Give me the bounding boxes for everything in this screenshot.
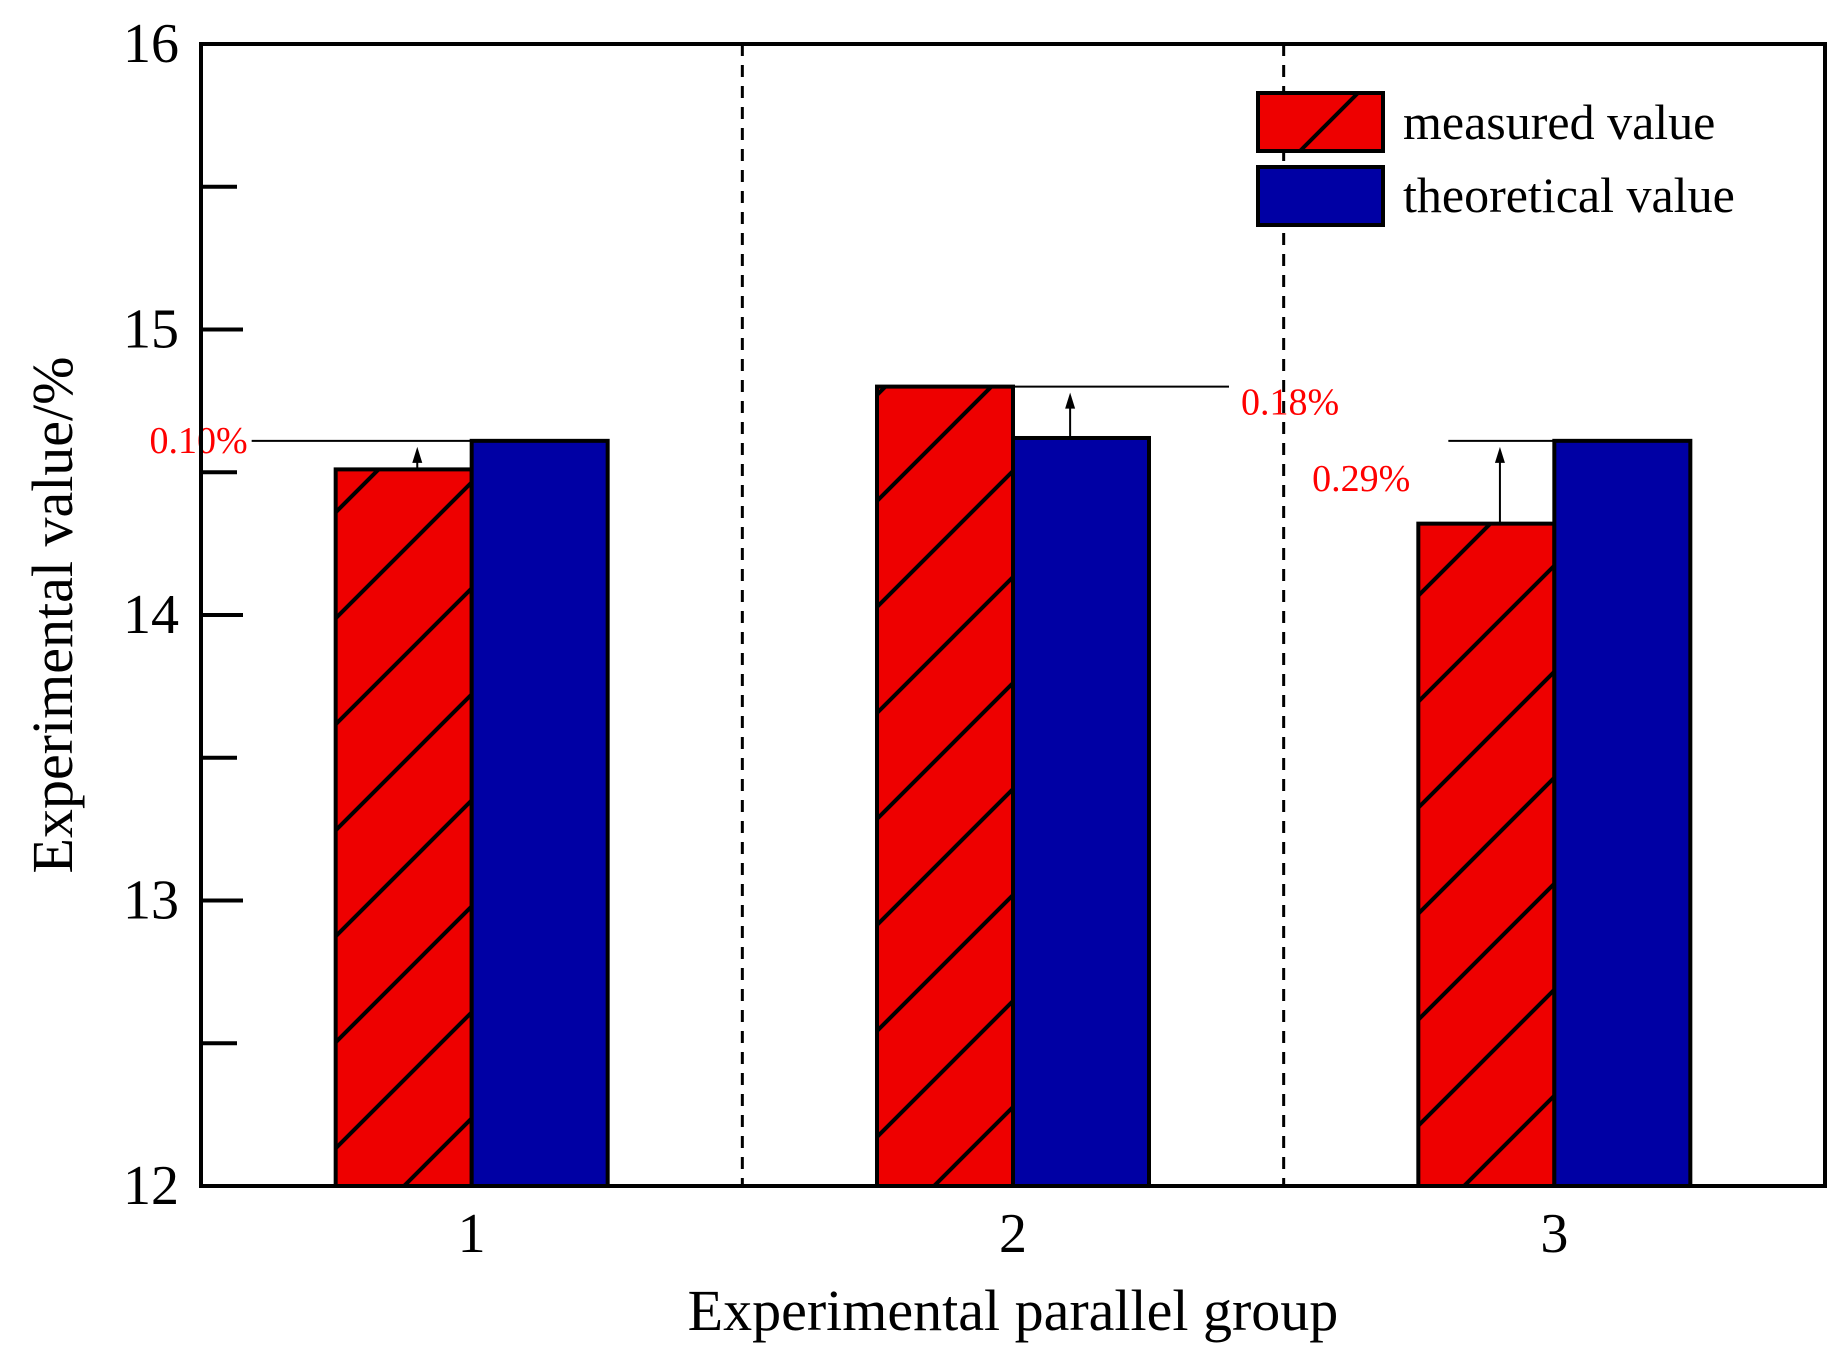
legend-swatch-theoretical [1256, 165, 1385, 227]
group-separators [740, 44, 1286, 1186]
y-axis: 12 13 14 15 16 [123, 13, 243, 1217]
y-axis-title: Experimental value/% [20, 357, 85, 874]
legend-label-theoretical: theoretical value [1403, 167, 1735, 223]
y-tick-label: 12 [123, 1155, 179, 1217]
bar-measured-hatch-3 [1416, 521, 1557, 1188]
y-tick-label: 16 [123, 13, 179, 75]
legend-swatch-measured-hatch [1298, 91, 1360, 153]
bar-measured-hatch-2 [875, 384, 1015, 1189]
bar-theoretical-3 [1552, 438, 1693, 1189]
diff-arrow-head-3 [1494, 446, 1505, 463]
x-tick-label: 3 [1540, 1203, 1568, 1265]
x-axis-title: Experimental parallel group [688, 1278, 1339, 1343]
y-tick-label: 14 [123, 584, 179, 646]
diff-label-1: 0.10% [150, 420, 248, 462]
diff-label-3: 0.29% [1312, 458, 1410, 500]
legend: measured value theoretical value [1256, 91, 1735, 227]
legend-swatch-measured [1256, 91, 1385, 153]
diff-arrow-head-2 [1065, 392, 1076, 409]
bar-measured-hatch-1 [333, 467, 474, 1188]
difference-annotations: 0.10% 0.18% 0.29% [150, 382, 1555, 524]
x-tick-label: 2 [999, 1203, 1027, 1265]
legend-label-measured: measured value [1403, 94, 1715, 150]
x-tick-label: 1 [458, 1203, 486, 1265]
x-axis: 1 2 3 [458, 1203, 1569, 1265]
bar-theoretical-2 [1011, 435, 1151, 1188]
bars [333, 384, 1693, 1189]
y-tick-label: 13 [123, 870, 179, 932]
diff-label-2: 0.18% [1241, 382, 1339, 424]
diff-arrow-head-1 [412, 446, 423, 463]
y-tick-label: 15 [123, 299, 179, 361]
bar-theoretical-1 [469, 438, 610, 1189]
